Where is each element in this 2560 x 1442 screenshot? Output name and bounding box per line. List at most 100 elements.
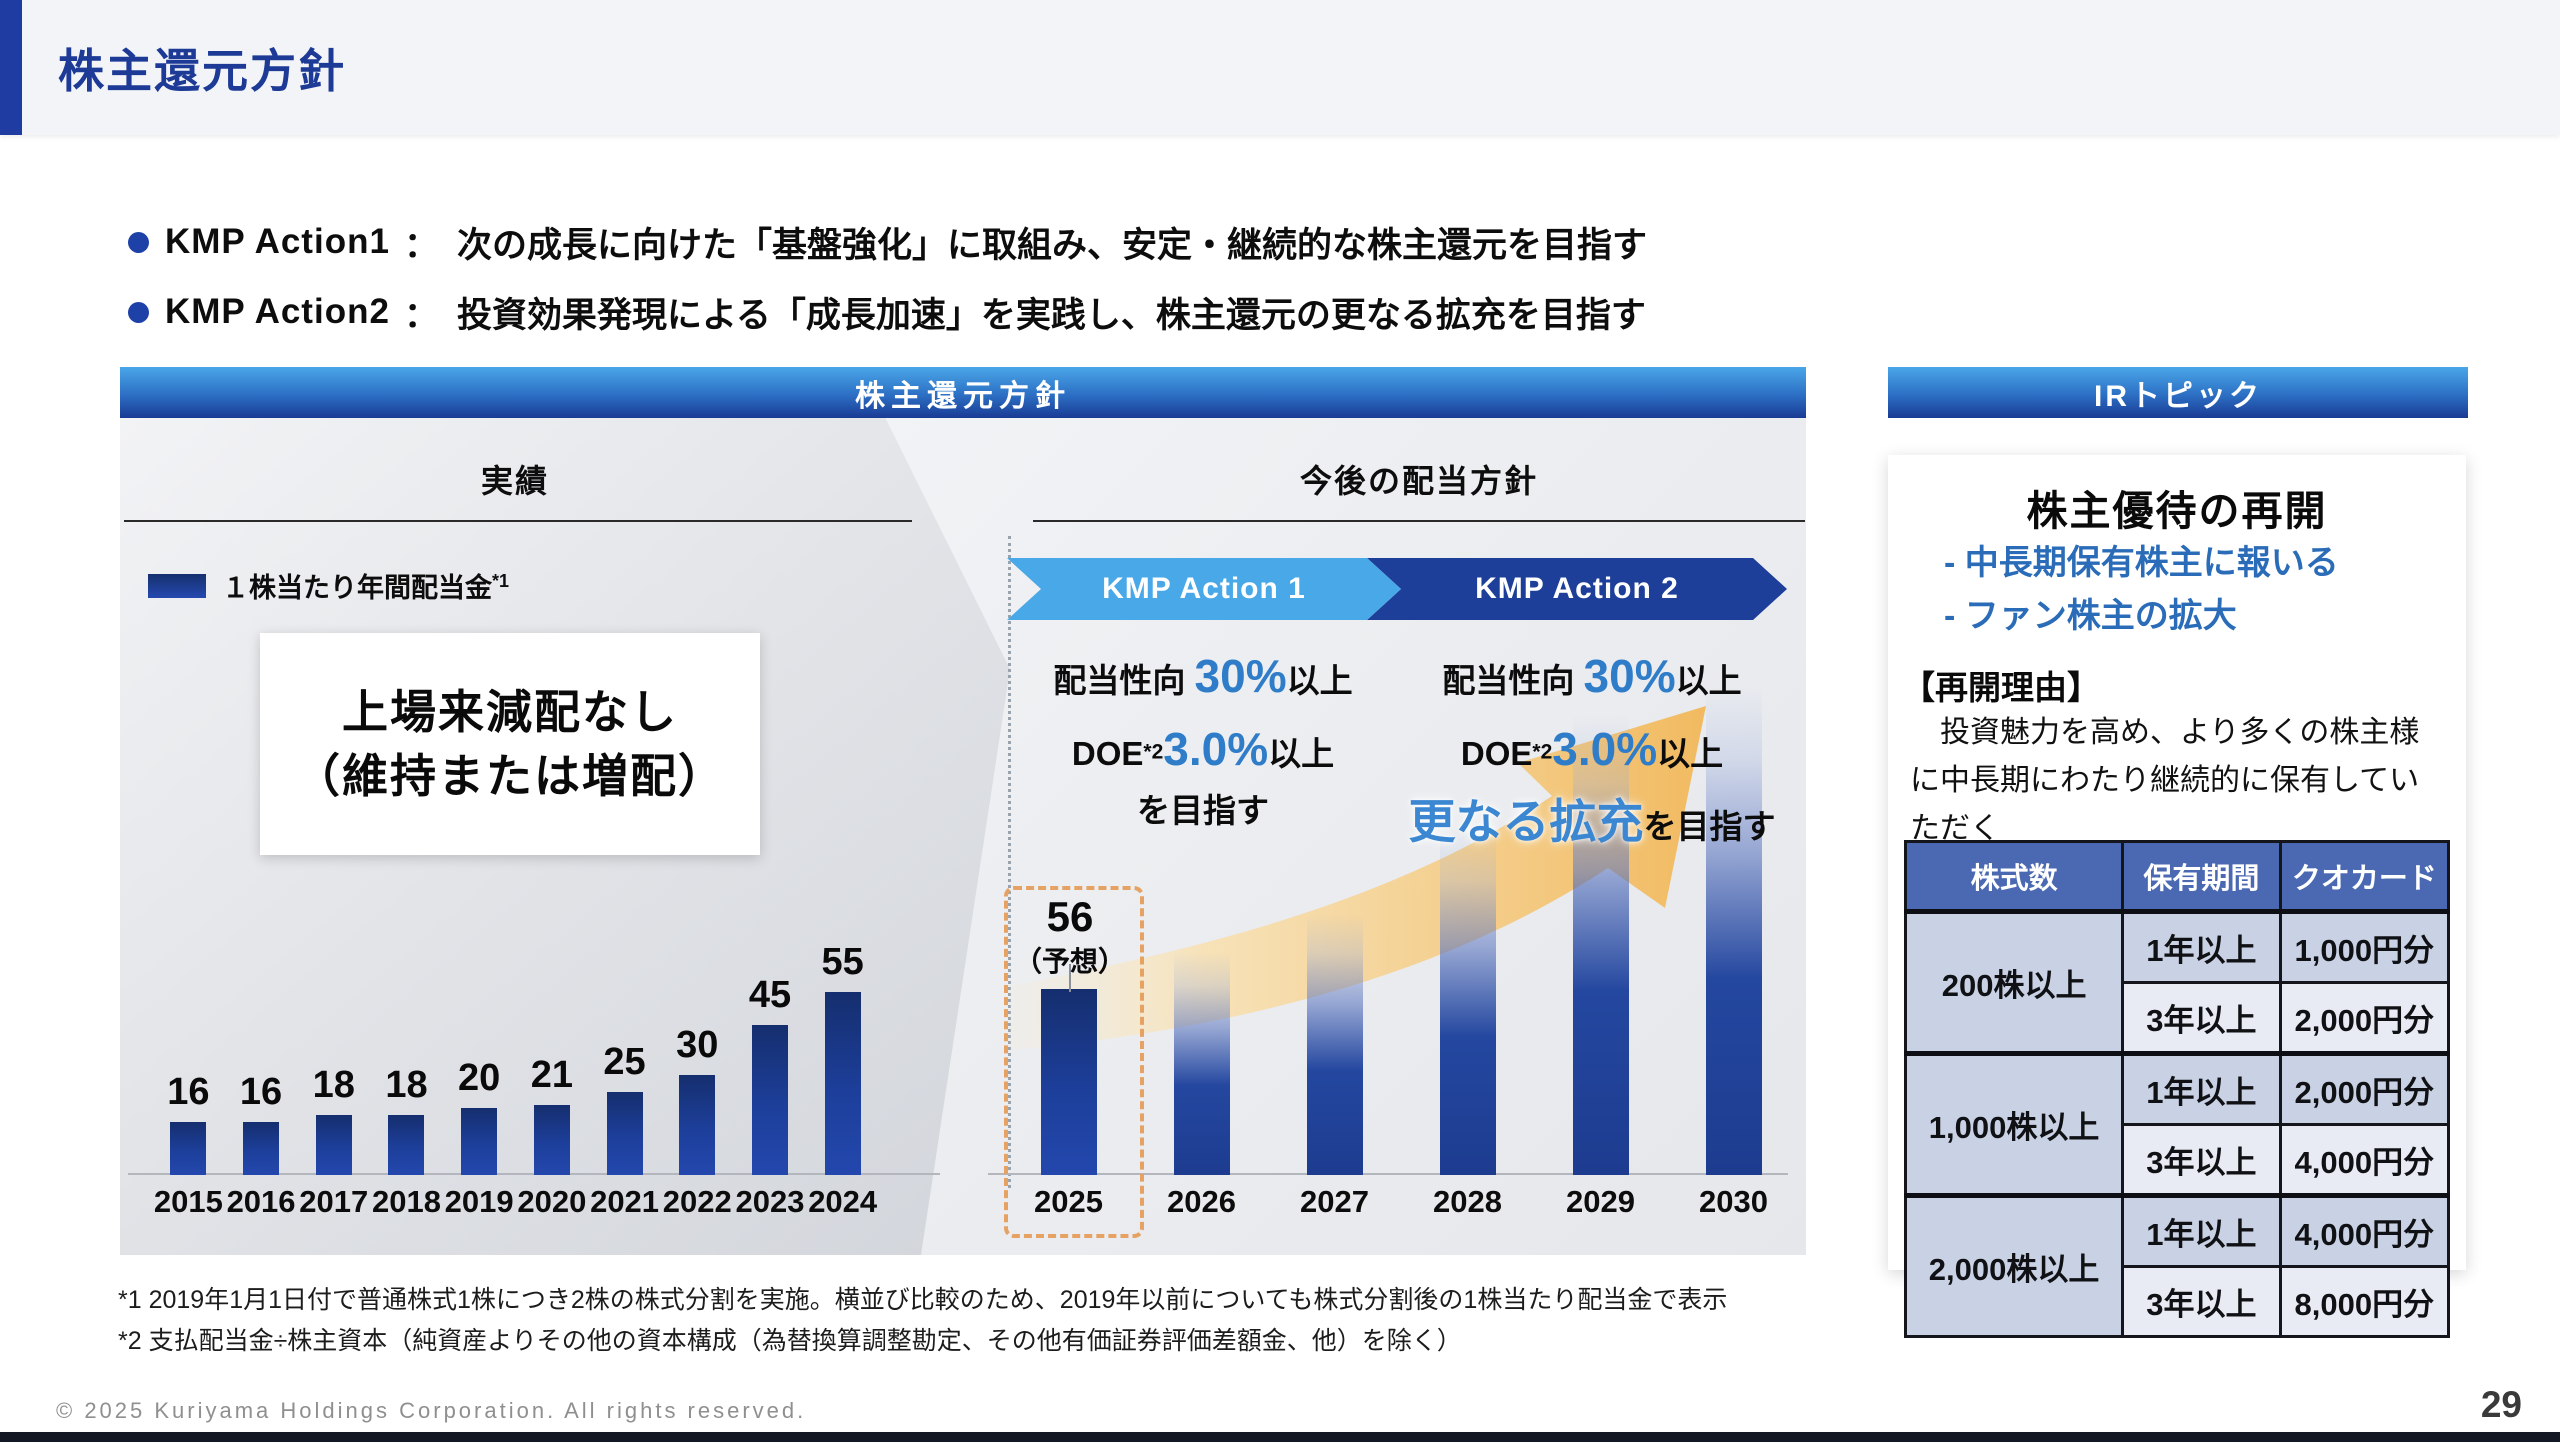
bar-slot bbox=[1002, 655, 1135, 1175]
year-label: 2021 bbox=[590, 1184, 660, 1219]
period-cell: 3年以上 bbox=[2121, 981, 2282, 1055]
kmp2-line2-value: 3.0% bbox=[1552, 722, 1658, 775]
policy-banner: 株主還元方針 bbox=[120, 367, 1806, 418]
ir-reason-text: 投資魅力を高め、より多くの株主様に中長期にわたり継続的に保有していただく bbox=[1910, 716, 2420, 845]
bar-slot: 18 bbox=[297, 875, 370, 1175]
year-label: 2022 bbox=[662, 1184, 732, 1219]
benefit-table-header: 株式数 bbox=[1903, 840, 2125, 913]
page-title: 株主還元方針 bbox=[58, 44, 346, 97]
benefit-table-header-row: 株式数 保有期間 クオカード bbox=[1903, 840, 2451, 913]
year-label: 2024 bbox=[808, 1184, 878, 1219]
benefit-table-row: 2,000株以上 1年以上 4,000円分 bbox=[1903, 1193, 2451, 1338]
benefit-table-body: 200株以上 1年以上 1,000円分 3年以上 2,000円分 1,000株以上 1年以上… bbox=[1903, 909, 2451, 1338]
dividend-bar-2029 bbox=[1572, 715, 1629, 1175]
year-label: 2016 bbox=[226, 1184, 296, 1219]
dividend-bar-2018 bbox=[388, 1115, 425, 1175]
bar-slot bbox=[1268, 655, 1401, 1175]
bar-slot bbox=[1135, 655, 1268, 1175]
forecast-value: 56 bbox=[1046, 893, 1094, 940]
kmp2-line2-pre: DOE bbox=[1460, 734, 1533, 772]
ir-reason-heading: 【再開理由】 bbox=[1902, 669, 2100, 706]
bar-slot: 16 bbox=[152, 875, 225, 1175]
card-amount-cell: 8,000円分 bbox=[2278, 1265, 2451, 1338]
period-cell: 1年以上 bbox=[2121, 909, 2282, 984]
shares-cell: 200株以上 bbox=[1903, 909, 2125, 1055]
dividend-bar-2021 bbox=[606, 1092, 643, 1175]
bullet-separator: ： bbox=[403, 225, 439, 265]
kmp2-line3-highlight: 更なる拡充 bbox=[1408, 795, 1644, 849]
dividend-bar-2027 bbox=[1306, 914, 1363, 1175]
kmp-action1-arrow: KMP Action 1 bbox=[1007, 558, 1401, 620]
dividend-bar-2019 bbox=[461, 1108, 498, 1175]
bar-slot bbox=[1534, 655, 1667, 1175]
kmp-action1-arrow-label: KMP Action 1 bbox=[1102, 572, 1306, 605]
dividend-bar-2017 bbox=[315, 1115, 352, 1175]
bar-value-label: 16 bbox=[239, 1071, 283, 1113]
kmp2-line1-value: 30% bbox=[1583, 650, 1676, 702]
card-amount-cell: 2,000円分 bbox=[2278, 1051, 2451, 1126]
section-divider-dotted-line bbox=[1008, 536, 1011, 1188]
kmp-action2-arrow-label: KMP Action 2 bbox=[1475, 572, 1679, 605]
bullet-text: 投資効果発現による「成長加速」を実践し、株主還元の更なる拡充を目指す bbox=[456, 295, 1646, 335]
kmp2-line2-post: 以上 bbox=[1657, 734, 1724, 772]
year-label: 2015 bbox=[153, 1184, 223, 1219]
kmp-action1-target: 配当性向 30%以上 DOE*23.0%以上 を目指す bbox=[1008, 640, 1398, 837]
future-axis-line bbox=[988, 1173, 1788, 1175]
bar-value-label: 16 bbox=[167, 1071, 210, 1113]
legend-footnote-marker: *1 bbox=[492, 571, 510, 591]
benefit-table-row: 1,000株以上 1年以上 2,000円分 bbox=[1903, 1051, 2451, 1197]
kmp2-line2-sup: *2 bbox=[1532, 740, 1553, 764]
dividend-bar-2030 bbox=[1705, 686, 1762, 1175]
footer-copyright: © 2025 Kuriyama Holdings Corporation. Al… bbox=[56, 1398, 807, 1423]
year-label: 2029 bbox=[1566, 1184, 1635, 1219]
benefit-table-row: 3年以上 8,000円分 bbox=[1906, 1265, 2451, 1338]
bottom-accent-bar bbox=[0, 1432, 2560, 1442]
shares-cell: 2,000株以上 bbox=[1903, 1193, 2125, 1338]
ir-point: - 中長期保有株主に報いる bbox=[1944, 544, 2339, 582]
card-amount-cell: 4,000円分 bbox=[2278, 1123, 2451, 1197]
dividend-bar-2026 bbox=[1173, 952, 1230, 1175]
future-year-labels: 2025 2026 2027 2028 2029 2030 bbox=[1002, 1184, 1800, 1220]
history-year-labels: 2015 2016 2017 2018 2019 2020 2021 2022 2023 2024 bbox=[152, 1184, 879, 1220]
bullet-icon bbox=[128, 231, 149, 253]
kmp1-line2-sup: *2 bbox=[1143, 740, 1164, 764]
no-dividend-cut-line1: 上場来減配なし bbox=[342, 685, 678, 738]
bar-slot: 30 bbox=[661, 875, 734, 1175]
dividend-bar-2015 bbox=[170, 1122, 207, 1175]
kmp2-line1-post: 以上 bbox=[1675, 662, 1742, 699]
ir-title: 株主優待の再開 bbox=[2026, 488, 2328, 534]
dividend-bar-2025 bbox=[1040, 989, 1097, 1175]
bullet-icon bbox=[128, 301, 149, 323]
bar-value-label: 21 bbox=[530, 1054, 573, 1096]
history-section-title: 実績 bbox=[480, 463, 549, 499]
page-number: 29 bbox=[2480, 1384, 2522, 1425]
period-cell: 3年以上 bbox=[2121, 1123, 2282, 1197]
legend-swatch-icon bbox=[148, 573, 206, 598]
bar-slot bbox=[1401, 655, 1534, 1175]
forecast-connector-line bbox=[1069, 964, 1071, 992]
kmp2-line3-post: を目指す bbox=[1643, 808, 1776, 846]
year-label: 2017 bbox=[299, 1184, 369, 1219]
year-label: 2025 bbox=[1034, 1184, 1103, 1219]
year-label: 2028 bbox=[1433, 1184, 1502, 1219]
year-label: 2019 bbox=[444, 1184, 514, 1219]
dividend-bar-2023 bbox=[751, 1025, 788, 1175]
dividend-bar-2024 bbox=[824, 992, 861, 1175]
year-label: 2026 bbox=[1167, 1184, 1236, 1219]
shares-cell: 1,000株以上 bbox=[1903, 1051, 2125, 1197]
bar-slot: 20 bbox=[443, 875, 516, 1175]
header-accent-bar bbox=[0, 0, 22, 135]
future-underline bbox=[1033, 520, 1805, 522]
dividend-bar-2022 bbox=[679, 1075, 716, 1175]
card-amount-cell: 4,000円分 bbox=[2278, 1193, 2451, 1268]
bullet-separator: ： bbox=[403, 295, 439, 335]
card-amount-cell: 1,000円分 bbox=[2278, 909, 2451, 984]
bar-slot: 21 bbox=[516, 875, 589, 1175]
kmp1-line1-value: 30% bbox=[1194, 650, 1287, 702]
dividend-bar-2020 bbox=[533, 1105, 570, 1175]
bar-value-label: 45 bbox=[748, 974, 792, 1016]
footnotes: *1 2019年1月1日付で普通株式1株につき2株の株式分割を実施。横並び比較の… bbox=[118, 1280, 1727, 1361]
benefit-table-row: 3年以上 4,000円分 bbox=[1906, 1123, 2451, 1197]
benefit-table-header: クオカード bbox=[2278, 840, 2451, 913]
